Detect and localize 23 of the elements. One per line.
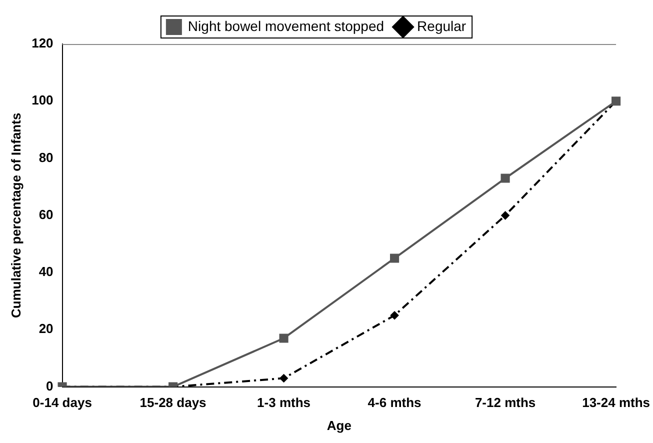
point xyxy=(280,374,288,382)
legend-label: Night bowel movement stopped xyxy=(188,18,384,34)
y-tick-label: 100 xyxy=(32,92,54,108)
point xyxy=(390,311,399,320)
point xyxy=(279,334,288,343)
y-axis-title: Cumulative percentage of Infants xyxy=(8,112,24,318)
point xyxy=(501,211,510,220)
y-tick-label: 20 xyxy=(38,321,54,336)
x-axis-title: Age xyxy=(326,418,352,433)
x-tick-label: 7-12 mths xyxy=(474,395,536,410)
legend-label: Regular xyxy=(417,18,466,34)
y-tick-label: 0 xyxy=(46,378,54,394)
y-tick-label: 120 xyxy=(32,36,54,51)
x-tick-label: 15-28 days xyxy=(140,395,206,410)
y-tick-label: 60 xyxy=(38,206,54,222)
y-tick-label: 40 xyxy=(38,264,54,280)
y-tick-label: 80 xyxy=(38,150,54,165)
x-tick-label: 13-24 mths xyxy=(582,395,650,410)
x-tick-label: 0-14 days xyxy=(32,395,92,410)
x-tick-label: 1-3 mths xyxy=(257,395,311,410)
x-tick-label: 4-6 mths xyxy=(368,395,422,410)
point xyxy=(390,254,400,263)
point xyxy=(500,174,510,183)
